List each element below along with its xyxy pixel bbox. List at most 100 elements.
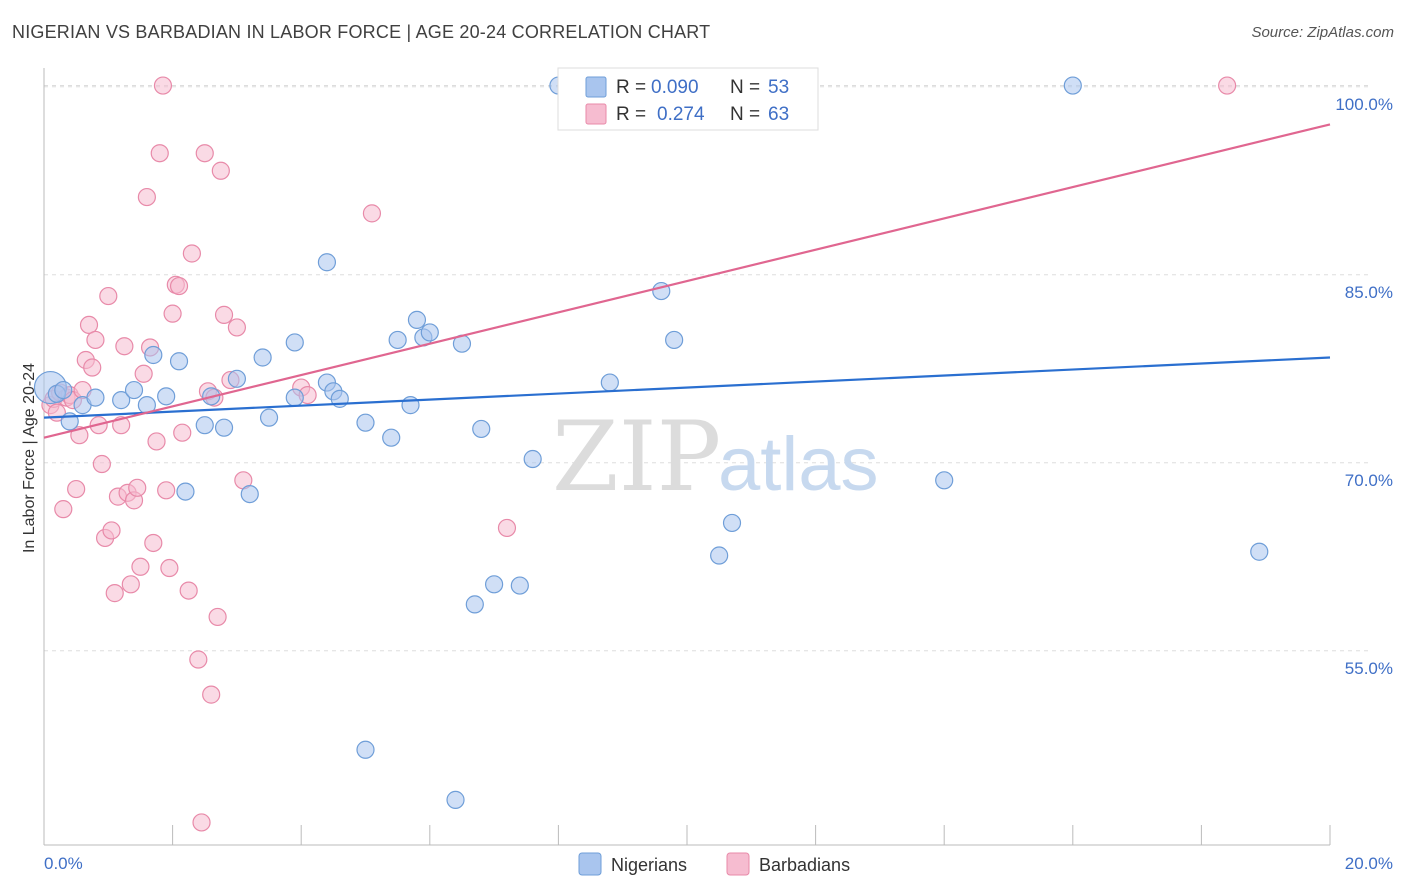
legend-r-value-barbadians: 0.274	[657, 104, 705, 125]
y-tick-label: 55.0%	[1345, 659, 1393, 678]
nigerian-point	[510, 576, 529, 595]
nigerian-point	[356, 740, 375, 759]
nigerian-point	[523, 449, 542, 469]
barbadian-point	[195, 144, 214, 163]
legend-r-label-barbadians: R =	[616, 104, 646, 125]
correlation-legend: R = 0.090 N = 53 R = 0.274 N = 63	[557, 67, 819, 131]
y-axis-label: In Labor Force | Age 20-24	[21, 363, 38, 553]
barbadian-point	[131, 557, 150, 576]
barbadian-point	[169, 276, 189, 296]
x-tick-label-min: 0.0%	[44, 854, 83, 873]
barbadian-point	[86, 330, 105, 350]
nigerian-point	[485, 575, 504, 594]
barbadian-point	[227, 318, 246, 337]
barbadian-point	[211, 161, 230, 180]
nigerian-point	[169, 352, 189, 371]
barbadian-point	[1218, 76, 1237, 95]
nigerian-point	[54, 380, 73, 400]
barbadian-point	[182, 244, 201, 263]
nigerian-point	[253, 348, 272, 367]
barbadian-point	[92, 454, 111, 474]
barbadian-point	[157, 481, 176, 500]
barbadian-point	[150, 144, 169, 163]
nigerian-trend-line	[43, 356, 1331, 419]
nigerian-point	[157, 387, 176, 406]
series-legend: Nigerians Barbadians	[578, 852, 850, 876]
watermark: ZIP atlas	[552, 401, 879, 513]
legend-r-value-nigerians: 0.090	[651, 77, 699, 98]
barbadian-point	[121, 575, 140, 594]
nigerian-point	[600, 373, 619, 392]
nigerian-point	[259, 408, 279, 427]
nigerian-point	[388, 330, 407, 350]
barbadian-point	[115, 337, 134, 356]
barbadian-point	[83, 358, 102, 377]
barbadian-point	[179, 581, 198, 600]
nigerian-point	[935, 471, 954, 490]
barbadian-point	[153, 76, 173, 95]
barbadian-point	[134, 364, 153, 383]
legend-r-label-nigerians: R =	[616, 77, 646, 98]
nigerian-point	[1250, 542, 1269, 561]
barbadian-point	[214, 305, 234, 324]
nigerian-point	[86, 388, 105, 407]
nigerian-point	[382, 428, 401, 447]
barbadian-point	[79, 315, 99, 335]
x-tick-label-max: 20.0%	[1345, 854, 1393, 873]
bottom-legend-swatch-nigerians	[578, 852, 602, 876]
barbadian-point	[192, 813, 211, 832]
barbadian-point	[202, 685, 221, 704]
nigerian-point	[446, 790, 465, 809]
nigerian-point	[227, 369, 246, 388]
legend-n-label-nigerians: N =	[730, 77, 760, 98]
barbadian-point	[102, 521, 121, 540]
barbadian-point	[497, 518, 517, 538]
legend-swatch-nigerians	[585, 76, 607, 98]
nigerian-point	[240, 484, 259, 504]
legend-swatch-barbadians	[585, 103, 607, 125]
nigerian-point	[407, 310, 427, 329]
legend-n-value-nigerians: 53	[768, 77, 789, 98]
nigerian-point	[112, 391, 131, 410]
nigerian-point	[665, 330, 684, 350]
barbadian-point	[67, 479, 86, 499]
y-tick-label: 85.0%	[1345, 283, 1393, 302]
nigerian-point	[144, 345, 163, 365]
barbadian-point	[189, 650, 208, 669]
barbadian-point	[208, 607, 227, 627]
y-tick-label: 100.0%	[1335, 95, 1393, 114]
nigerian-point	[356, 413, 375, 432]
y-tick-label: 70.0%	[1345, 471, 1393, 490]
nigerian-point	[710, 546, 729, 565]
watermark-atlas: atlas	[718, 422, 879, 507]
chart-title: NIGERIAN VS BARBADIAN IN LABOR FORCE | A…	[12, 22, 711, 42]
nigerian-point	[124, 380, 144, 400]
nigerian-point	[1063, 76, 1082, 95]
barbadian-point	[99, 286, 118, 306]
barbadian-point	[362, 204, 382, 223]
barbadian-point	[105, 584, 124, 603]
nigerian-point	[472, 419, 491, 439]
legend-n-label-barbadians: N =	[730, 104, 760, 125]
barbadian-point	[137, 187, 156, 207]
bottom-legend-label-nigerians: Nigerians	[611, 855, 687, 875]
nigerian-point	[465, 595, 484, 614]
nigerian-point	[285, 388, 304, 407]
axis-layer: 55.0% 70.0% 85.0% 100.0% 0.0% 20.0%	[43, 68, 1393, 873]
legend-n-value-barbadians: 63	[768, 104, 789, 125]
nigerian-point	[317, 253, 337, 272]
barbadian-point	[128, 478, 147, 497]
nigerian-point	[214, 418, 234, 437]
nigerian-point	[285, 333, 304, 352]
watermark-zip: ZIP	[552, 401, 721, 513]
nigerian-point	[176, 482, 195, 501]
barbadian-trend-line	[43, 123, 1331, 439]
barbadian-point	[147, 432, 166, 451]
nigerian-point	[420, 323, 439, 342]
nigerian-point	[195, 416, 214, 435]
barbadian-point	[144, 533, 163, 553]
barbadian-point	[173, 423, 192, 442]
bottom-legend-swatch-barbadians	[726, 852, 750, 876]
grid-layer	[44, 85, 1370, 652]
